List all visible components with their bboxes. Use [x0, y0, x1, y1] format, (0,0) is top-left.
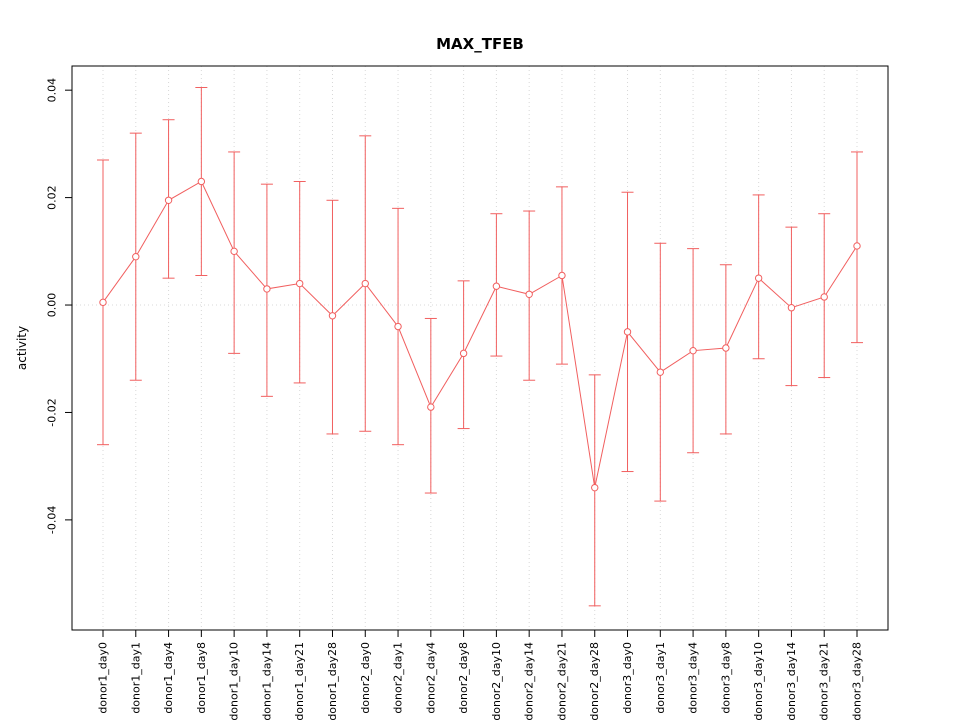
x-tick-label: donor3_day4	[687, 642, 700, 714]
data-point	[853, 242, 861, 250]
x-tick-label: donor2_day28	[588, 642, 601, 720]
x-tick-label: donor1_day10	[228, 642, 241, 720]
chart-title: MAX_TFEB	[436, 35, 524, 53]
data-point	[525, 290, 533, 298]
x-tick-label: donor3_day14	[785, 642, 798, 720]
data-point	[263, 285, 271, 293]
data-point	[230, 247, 238, 256]
data-point	[197, 177, 206, 186]
data-point	[295, 279, 304, 288]
data-point	[820, 293, 828, 301]
data-point	[689, 346, 697, 355]
x-tick-label: donor1_day28	[326, 642, 339, 720]
x-tick-label: donor3_day0	[621, 642, 634, 714]
x-tick-label: donor3_day28	[851, 642, 864, 720]
data-point	[656, 368, 665, 376]
data-point	[99, 298, 107, 307]
data-point	[591, 483, 599, 492]
x-tick-label: donor1_day14	[260, 642, 273, 720]
data-point	[459, 349, 468, 358]
x-tick-label: donor2_day21	[555, 642, 568, 720]
data-point	[427, 403, 435, 411]
data-point	[164, 196, 173, 204]
x-tick-label: donor3_day8	[719, 642, 732, 714]
x-tick-label: donor2_day4	[424, 642, 437, 714]
data-point	[558, 271, 566, 280]
data-point	[328, 312, 337, 320]
x-tick-label: donor1_day0	[97, 642, 110, 714]
data-point	[132, 252, 140, 261]
x-tick-label: donor1_day1	[129, 642, 142, 714]
data-point	[492, 282, 501, 290]
x-tick-label: donor2_day8	[457, 642, 470, 714]
data-point	[361, 279, 369, 288]
data-point	[722, 344, 730, 352]
y-tick-label: -0.04	[46, 506, 59, 534]
x-tick-label: donor2_day1	[392, 642, 405, 714]
data-point	[394, 322, 402, 331]
x-tick-label: donor1_day4	[162, 642, 175, 714]
y-tick-label: 0.04	[46, 78, 59, 103]
data-point	[754, 274, 763, 282]
data-point	[787, 304, 796, 312]
x-tick-label: donor2_day10	[490, 642, 503, 720]
x-tick-label: donor2_day14	[523, 642, 536, 720]
y-axis-label: activity	[15, 326, 29, 370]
y-tick-label: -0.02	[46, 398, 59, 426]
data-point	[623, 328, 632, 336]
x-tick-label: donor1_day21	[293, 642, 306, 720]
x-tick-label: donor3_day10	[752, 642, 765, 720]
plot-group: -0.04 -0.02 0.00 0.02 0.04 donor1_day0 donor1_…	[46, 65, 889, 721]
x-tick-label: donor2_day0	[359, 642, 372, 714]
y-tick-label: 0.02	[46, 185, 59, 210]
x-tick-label: donor3_day1	[654, 642, 667, 714]
series-line	[102, 180, 858, 488]
plot-border	[71, 65, 889, 631]
x-tick-label: donor3_day21	[818, 642, 831, 720]
y-tick-label: 0.00	[46, 293, 59, 318]
x-tick-label: donor1_day8	[195, 642, 208, 714]
